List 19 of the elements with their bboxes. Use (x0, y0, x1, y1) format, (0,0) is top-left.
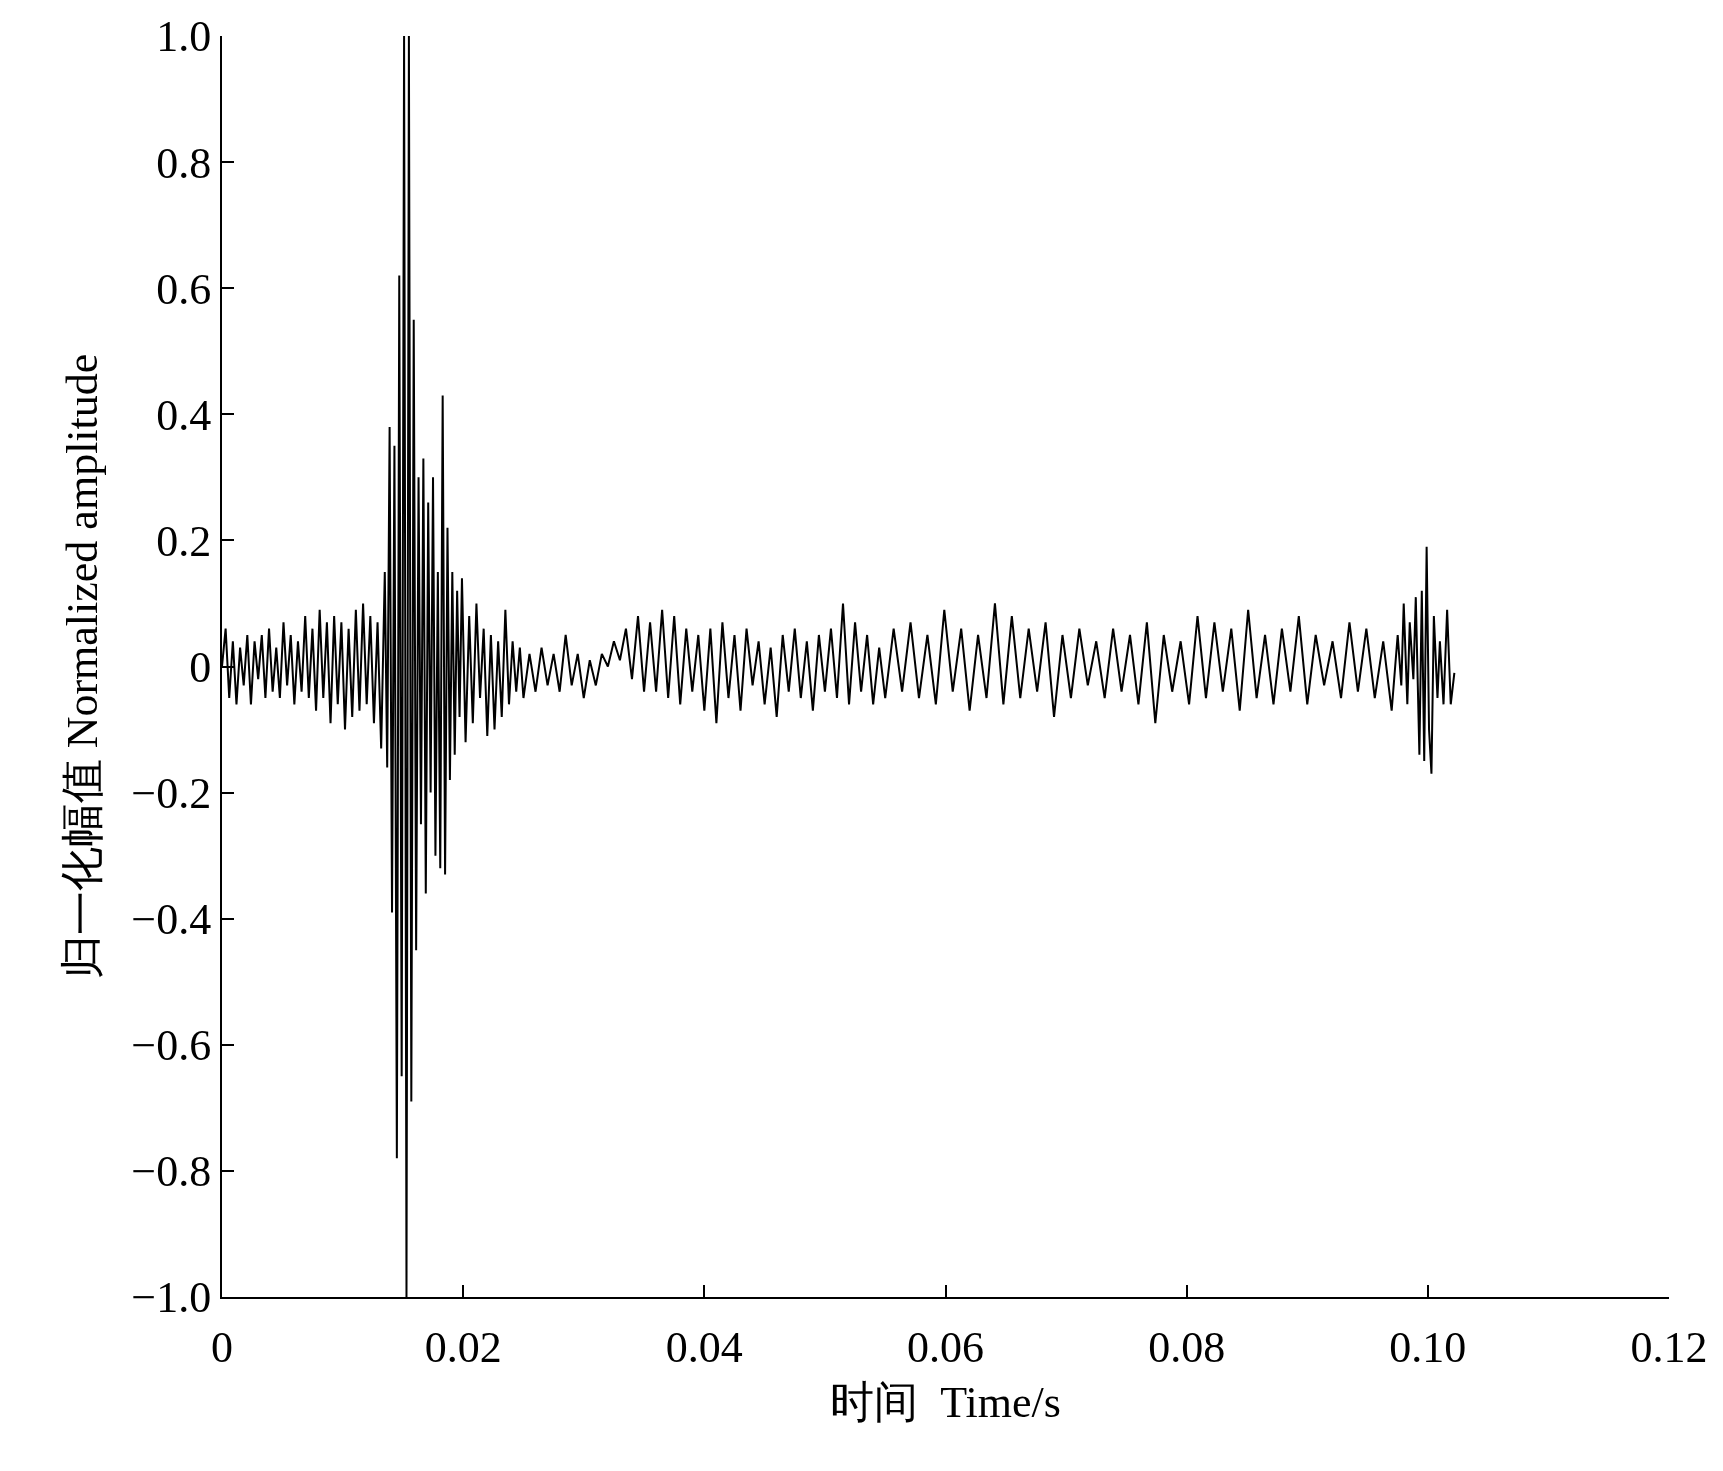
x-tick-label: 0.02 (424, 1322, 502, 1372)
y-tick-label: 0 (189, 642, 212, 692)
y-tick-label: 0.4 (156, 390, 212, 440)
y-tick-label: −0.2 (131, 769, 212, 818)
x-tick-label: 0.12 (1630, 1322, 1708, 1372)
y-tick-label: −0.8 (131, 1147, 212, 1197)
x-tick-label: 0.06 (907, 1322, 984, 1372)
x-tick-label: 0.04 (665, 1322, 743, 1372)
x-axis-title: 时间 Time/s (830, 1377, 1061, 1427)
y-tick-label: −0.4 (131, 895, 212, 945)
y-tick-label: −0.6 (131, 1021, 212, 1071)
y-tick-label: 0.2 (156, 516, 212, 566)
y-tick-label: 1.0 (156, 12, 212, 62)
y-tick-label: −1.0 (131, 1273, 212, 1323)
x-tick-label: 0.10 (1389, 1322, 1467, 1372)
x-tick-label: 0.08 (1148, 1322, 1226, 1372)
y-tick-label: 0.8 (156, 138, 212, 188)
y-axis-title: 归一化幅值 Normalized amplitude (57, 353, 107, 980)
y-tick-label: 0.6 (156, 264, 212, 314)
